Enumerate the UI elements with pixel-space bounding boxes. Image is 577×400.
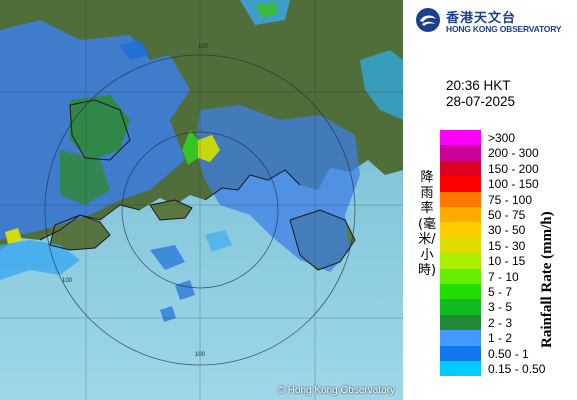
legend-label: 10 - 15 (488, 254, 526, 269)
radar-date: 28-07-2025 (446, 94, 516, 109)
range-rings (44, 54, 356, 366)
legend-label: >300 (488, 131, 516, 145)
range-ring-label: 100 (195, 352, 206, 358)
legend-item: 7 - 10 (440, 268, 560, 284)
legend-label: 75 - 100 (488, 192, 533, 207)
legend-item: 0.50 - 1 (440, 345, 560, 361)
legend-swatch (440, 268, 481, 284)
legend-label: 5 - 7 (488, 285, 513, 299)
logo-chinese-name: 香港天文台 (446, 11, 517, 26)
copyright-notice: © Hong Kong Observatory (277, 385, 395, 396)
legend-label: 3 - 5 (488, 300, 513, 315)
legend-item: 30 - 50 (440, 222, 560, 238)
legend-label: 15 - 30 (488, 238, 526, 253)
legend-swatch (440, 237, 481, 254)
legend-swatch (440, 284, 481, 300)
land-hk-island (150, 200, 192, 220)
legend-swatch (440, 345, 481, 361)
range-ring-label: 100 (62, 278, 73, 284)
observatory-logo[interactable]: 香港天文台 HONG KONG OBSERVATORY (413, 6, 573, 36)
legend-swatch (440, 176, 481, 192)
legend-item: 10 - 15 (440, 253, 560, 269)
legend-item: 100 - 150 (440, 176, 560, 192)
logo-english-name: HONG KONG OBSERVATORY (446, 24, 562, 34)
radar-map[interactable]: 100 100 100 © Hong Kong Observatory (0, 0, 403, 400)
legend-swatch (440, 299, 481, 315)
legend-item: 3 - 5 (440, 299, 560, 315)
legend-swatch (440, 207, 481, 223)
legend-swatch (440, 145, 481, 161)
legend-item: 75 - 100 (440, 191, 560, 207)
legend-label: 1 - 2 (488, 331, 513, 346)
legend-swatch (440, 314, 481, 331)
legend-label: 30 - 50 (488, 223, 526, 238)
radar-echoes (0, 0, 403, 322)
legend-item: 1 - 2 (440, 330, 560, 346)
legend-swatch (440, 130, 481, 146)
land-lantau (50, 215, 110, 250)
legend-swatch (440, 361, 481, 377)
legend-item: 50 - 75 (440, 207, 560, 223)
legend-item: 150 - 200 (440, 160, 560, 177)
observatory-emblem-icon (416, 8, 440, 32)
radar-map-canvas: 100 100 100 (0, 0, 403, 400)
legend-label: 2 - 3 (488, 315, 513, 330)
legend-label: 200 - 300 (488, 146, 539, 161)
legend-label: 7 - 10 (488, 269, 519, 284)
legend-title-english: Rainfall Rate (mm/h) (539, 211, 555, 348)
grid-lines (0, 0, 403, 400)
legend-title-chinese: 降雨率(毫米/小時) (417, 170, 437, 278)
legend-swatch (440, 330, 481, 346)
legend-swatch (440, 253, 481, 269)
legend-label: 50 - 75 (488, 208, 526, 222)
legend-label: 100 - 150 (488, 177, 539, 192)
legend-label: 0.50 - 1 (488, 346, 529, 361)
legend-item: >300 (440, 130, 560, 146)
coastlines (39, 99, 356, 271)
legend-item: 200 - 300 (440, 145, 560, 161)
legend-item: 15 - 30 (440, 237, 560, 254)
legend-swatch (440, 191, 481, 207)
range-ring-label: 100 (198, 44, 209, 50)
info-panel: 香港天文台 HONG KONG OBSERVATORY 20:36 HKT 28… (403, 0, 577, 400)
legend-item: 0.15 - 0.50 (440, 361, 560, 377)
legend-label: 0.15 - 0.50 (488, 362, 546, 376)
legend-label: 150 - 200 (488, 161, 539, 176)
legend-item: 5 - 7 (440, 284, 560, 300)
legend-swatch (440, 222, 481, 238)
legend-swatch (440, 160, 481, 177)
radar-timestamp: 20:36 HKT 28-07-2025 (446, 78, 515, 110)
legend-item: 2 - 3 (440, 314, 560, 331)
radar-time: 20:36 HKT (446, 78, 511, 93)
